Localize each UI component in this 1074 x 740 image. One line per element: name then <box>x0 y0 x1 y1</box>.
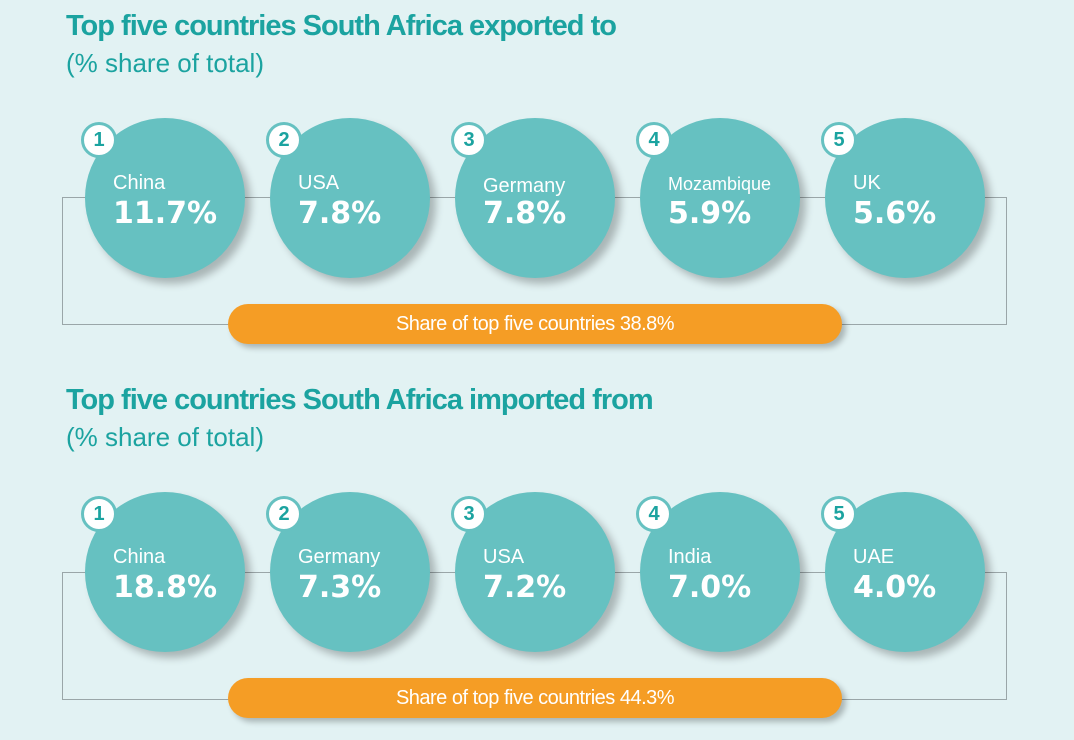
imports-section: Top five countries South Africa imported… <box>0 374 1074 740</box>
imports-country-circle: 5 UAE 4.0% <box>821 492 985 652</box>
imports-title: Top five countries South Africa imported… <box>66 384 654 416</box>
country-label: Germany <box>483 175 566 197</box>
exports-subtitle: (% share of total) <box>66 48 264 78</box>
imports-subtitle: (% share of total) <box>66 422 264 452</box>
rank-badge: 1 <box>81 496 117 532</box>
exports-country-circle: 1 China 11.7% <box>81 118 245 278</box>
share-value: 5.6% <box>853 196 937 231</box>
exports-country-circle: 2 USA 7.8% <box>266 118 430 278</box>
share-value: 11.7% <box>113 196 218 231</box>
rank-badge: 4 <box>636 496 672 532</box>
imports-country-circle: 3 USA 7.2% <box>451 492 615 652</box>
country-label: USA <box>298 172 340 194</box>
share-value: 5.9% <box>668 196 752 231</box>
country-label: India <box>668 546 712 568</box>
country-label: China <box>113 546 166 568</box>
exports-section: Top five countries South Africa exported… <box>0 0 1074 366</box>
imports-country-circle: 1 China 18.8% <box>81 492 245 652</box>
exports-country-circle: 3 Germany 7.8% <box>451 118 615 278</box>
share-value: 7.3% <box>298 570 382 605</box>
rank-badge: 5 <box>821 122 857 158</box>
share-value: 18.8% <box>113 570 218 605</box>
share-value: 7.8% <box>483 196 567 231</box>
share-value: 7.8% <box>298 196 382 231</box>
exports-total-pill: Share of top five countries 38.8% <box>228 304 842 344</box>
country-label: UAE <box>853 546 895 568</box>
country-label: China <box>113 172 166 194</box>
rank-badge: 2 <box>266 122 302 158</box>
rank-badge: 3 <box>451 122 487 158</box>
country-label: UK <box>853 172 881 194</box>
share-value: 4.0% <box>853 570 937 605</box>
rank-badge: 4 <box>636 122 672 158</box>
rank-badge: 3 <box>451 496 487 532</box>
country-label: Mozambique <box>668 174 772 194</box>
rank-badge: 5 <box>821 496 857 532</box>
imports-country-circle: 4 India 7.0% <box>636 492 800 652</box>
country-label: USA <box>483 546 525 568</box>
imports-country-circle: 2 Germany 7.3% <box>266 492 430 652</box>
rank-badge: 1 <box>81 122 117 158</box>
exports-title: Top five countries South Africa exported… <box>66 10 617 42</box>
share-value: 7.2% <box>483 570 567 605</box>
rank-badge: 2 <box>266 496 302 532</box>
country-label: Germany <box>298 546 381 568</box>
exports-country-circle: 4 Mozambique 5.9% <box>636 118 800 278</box>
imports-total-pill: Share of top five countries 44.3% <box>228 678 842 718</box>
exports-country-circle: 5 UK 5.6% <box>821 118 985 278</box>
share-value: 7.0% <box>668 570 752 605</box>
